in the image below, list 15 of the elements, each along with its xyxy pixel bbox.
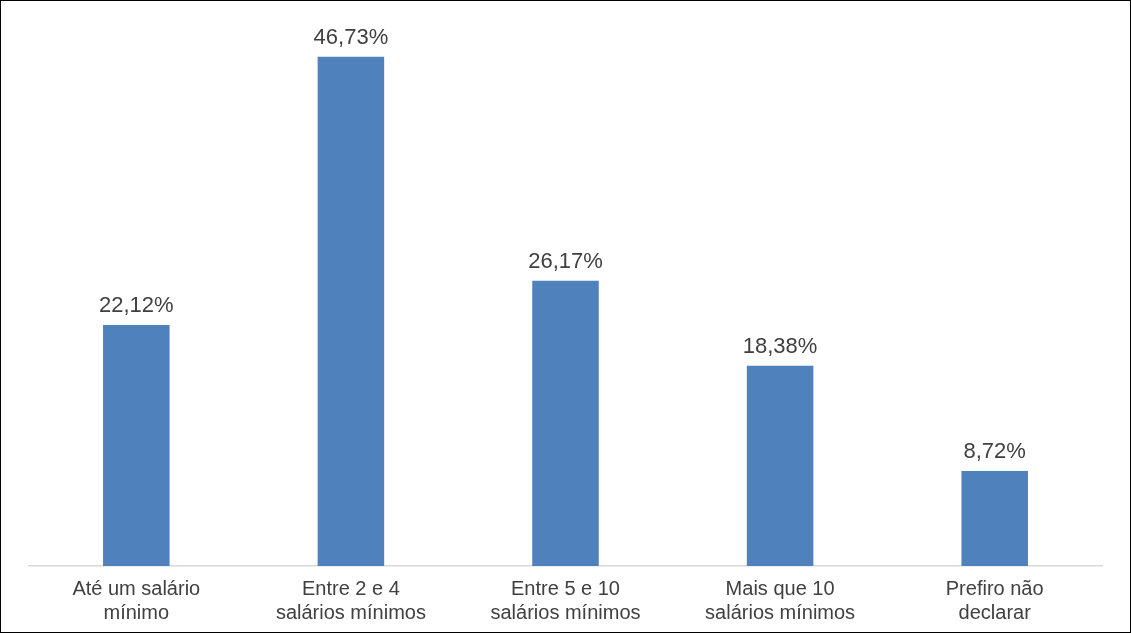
data-label: 26,17% <box>528 247 603 273</box>
bar <box>961 470 1028 566</box>
x-tick-label: Entre 2 e 4 salários mínimos <box>275 576 426 623</box>
data-label: 22,12% <box>98 291 174 317</box>
x-tick-label: Até um salário mínimo <box>72 576 201 623</box>
bar <box>317 56 385 566</box>
data-label: 46,73% <box>313 23 389 49</box>
x-tick-label: Mais que 10 salários mínimos <box>705 576 856 623</box>
x-tick-label: Entre 5 e 10 salários mínimos <box>490 576 641 623</box>
bar <box>532 280 599 566</box>
bar <box>103 324 170 566</box>
x-tick-label: Prefiro não declarar <box>945 576 1044 623</box>
data-label: 8,72% <box>963 438 1026 464</box>
bar <box>746 365 814 566</box>
data-label: 18,38% <box>742 332 818 358</box>
